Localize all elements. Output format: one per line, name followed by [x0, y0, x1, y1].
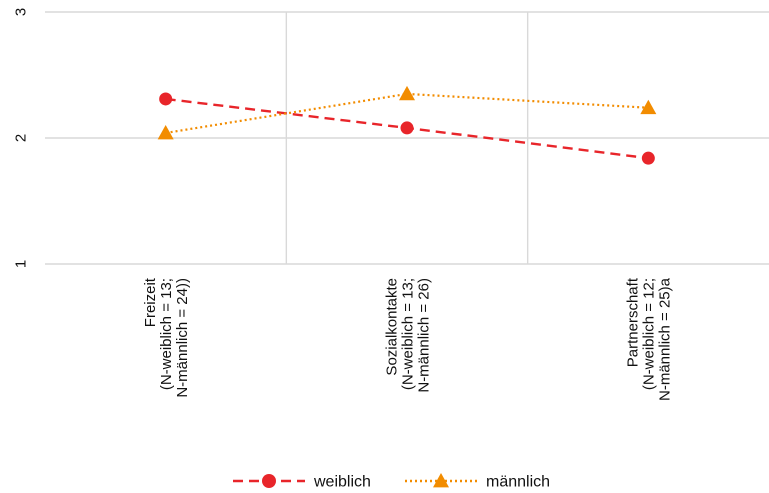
x-category-label: Partnerschaft (N-weiblich = 12; N-männlich… — [625, 277, 674, 401]
x-category-label-line: Sozialkontakte — [383, 278, 400, 376]
data-point — [399, 85, 415, 101]
y-tick-label: 1 — [12, 260, 29, 268]
data-point — [400, 121, 414, 135]
data-point — [641, 151, 655, 165]
legend-label: männlich — [486, 474, 550, 491]
category-labels: Freizeit (N-weiblich = 13; N-männlich = 24… — [142, 277, 674, 401]
series-line — [165, 92, 649, 135]
x-category-label-line: N-männlich = 26) — [415, 278, 432, 393]
data-point — [640, 99, 657, 115]
x-category-label-line: N-männlich = 24)) — [174, 278, 191, 398]
y-axis-ticks: 1 2 3 — [12, 8, 29, 268]
legend-item-weiblich: weiblich — [233, 474, 371, 491]
legend-label: weiblich — [313, 474, 371, 491]
x-category-label-line: Freizeit — [142, 277, 159, 327]
series-männlich — [157, 85, 657, 140]
series-weiblich — [159, 92, 655, 165]
x-category-label-line: N-männlich = 25)a — [657, 277, 674, 401]
series-layer — [157, 85, 657, 165]
data-point — [159, 92, 173, 106]
y-tick-label: 3 — [12, 8, 29, 16]
grid-layer — [45, 11, 769, 265]
x-category-label-line: (N-weiblich = 12; — [641, 278, 658, 390]
legend: weiblich männlich — [233, 473, 550, 491]
legend-marker — [262, 474, 276, 488]
x-category-label: Sozialkontakte (N-weiblich = 13; N-männlic… — [383, 278, 432, 393]
x-category-label-line: (N-weiblich = 13; — [399, 278, 416, 390]
y-tick-label: 2 — [12, 134, 29, 142]
legend-marker — [433, 473, 449, 488]
data-point — [157, 124, 174, 140]
legend-item-männlich: männlich — [405, 473, 550, 491]
x-category-label-line: (N-weiblich = 13; — [158, 278, 175, 390]
x-category-label-line: Partnerschaft — [625, 277, 642, 367]
x-category-label: Freizeit (N-weiblich = 13; N-männlich = 24… — [142, 277, 191, 397]
